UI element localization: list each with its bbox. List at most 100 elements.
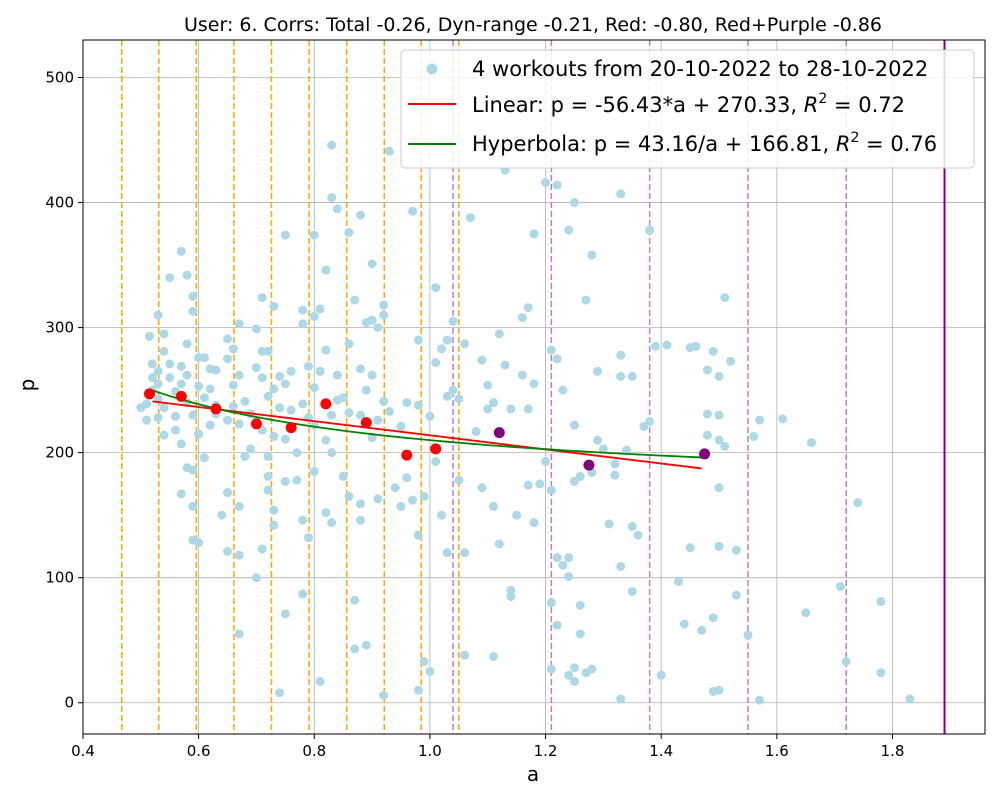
scatter-point <box>714 371 724 381</box>
scatter-point <box>228 344 238 354</box>
scatter-point <box>234 629 244 639</box>
scatter-point <box>315 676 325 686</box>
scatter-point <box>853 498 863 508</box>
scatter-point <box>477 483 487 493</box>
scatter-point <box>292 448 302 458</box>
scatter-point <box>292 475 302 485</box>
scatter-point <box>321 508 331 518</box>
y-tick-label: 300 <box>45 319 74 337</box>
scatter-point <box>425 411 435 421</box>
scatter-point <box>298 399 308 409</box>
scatter-point <box>494 329 504 339</box>
scatter-point <box>402 398 412 408</box>
scatter-point <box>714 435 724 445</box>
red-point <box>143 388 155 400</box>
purple-point <box>493 427 505 439</box>
scatter-point <box>489 501 499 511</box>
y-tick-label: 100 <box>45 569 74 587</box>
scatter-point <box>275 403 285 413</box>
scatter-point <box>616 561 626 571</box>
scatter-point <box>517 370 527 380</box>
legend-scatter-marker <box>426 63 438 75</box>
x-tick-label: 0.8 <box>302 742 326 760</box>
scatter-point <box>153 366 163 376</box>
scatter-point <box>656 670 666 680</box>
x-axis-label: a <box>527 762 539 786</box>
scatter-point <box>465 213 475 223</box>
scatter-point <box>714 483 724 493</box>
scatter-point <box>327 410 337 420</box>
red-point <box>320 398 332 410</box>
scatter-point <box>321 265 331 275</box>
scatter-point <box>144 331 154 341</box>
scatter-point <box>431 456 441 466</box>
scatter-point <box>176 379 186 389</box>
scatter-point <box>569 198 579 208</box>
scatter-point <box>182 370 192 380</box>
scatter-point <box>205 420 215 430</box>
scatter-point <box>610 459 620 469</box>
scatter-point <box>419 656 429 666</box>
x-ticks: 0.4 0.6 0.8 1.0 1.2 1.4 1.6 1.8 <box>71 734 904 760</box>
scatter-point <box>269 520 279 530</box>
scatter-point <box>755 415 764 425</box>
scatter-point <box>309 383 319 393</box>
scatter-point <box>367 259 377 269</box>
scatter-point <box>627 586 637 596</box>
y-tick-label: 0 <box>64 694 74 712</box>
scatter-point <box>286 405 296 415</box>
y-tick-label: 500 <box>45 69 74 87</box>
scatter-point <box>350 644 360 654</box>
scatter-point <box>564 571 574 581</box>
scatter-point <box>223 546 233 556</box>
scatter-point <box>442 335 452 345</box>
scatter-point <box>269 384 279 394</box>
scatter-point <box>512 510 522 520</box>
scatter-point <box>159 403 169 413</box>
scatter-point <box>217 510 227 520</box>
scatter-point <box>188 410 198 420</box>
scatter-point <box>876 596 886 606</box>
scatter-point <box>702 430 712 440</box>
scatter-point <box>500 360 510 370</box>
scatter-point <box>714 410 724 420</box>
scatter-point <box>223 354 233 364</box>
red-point <box>210 403 222 415</box>
scatter-point <box>546 485 556 495</box>
scatter-point <box>610 470 620 480</box>
scatter-point <box>390 483 400 493</box>
scatter-point <box>483 380 493 390</box>
scatter-point <box>801 608 811 618</box>
plot-frame <box>82 39 986 735</box>
scatter-point <box>304 361 313 371</box>
scatter-point <box>702 365 712 375</box>
scatter-point <box>541 456 551 466</box>
scatter-point <box>280 379 290 389</box>
scatter-point <box>251 324 261 334</box>
scatter-point <box>616 371 626 381</box>
scatter-point <box>234 501 244 511</box>
scatter-point <box>413 530 423 540</box>
scatter-point <box>332 370 342 380</box>
x-tick-label: 1.0 <box>418 742 442 760</box>
scatter-point <box>569 676 579 686</box>
scatter-point <box>159 346 169 356</box>
scatter-point <box>171 425 181 435</box>
scatter-point <box>720 441 730 451</box>
legend-hyperbola-label: Hyperbola: p = 43.16/a + 166.81, R2 = 0.… <box>472 130 937 156</box>
y-axis-label: p <box>15 379 39 392</box>
scatter-point <box>240 451 250 461</box>
scatter-point <box>188 501 198 511</box>
scatter-point <box>327 448 337 458</box>
scatter-point <box>257 544 267 554</box>
scatter-point <box>194 429 204 439</box>
scatter-point <box>356 410 366 420</box>
scatter-point <box>529 229 539 239</box>
scatter-point <box>182 339 192 349</box>
scatter-point <box>529 518 539 528</box>
scatter-point <box>147 373 157 383</box>
scatter-point <box>182 270 192 280</box>
scatter-point <box>263 451 273 461</box>
scatter-point <box>431 358 441 368</box>
scatter-point <box>436 510 446 520</box>
